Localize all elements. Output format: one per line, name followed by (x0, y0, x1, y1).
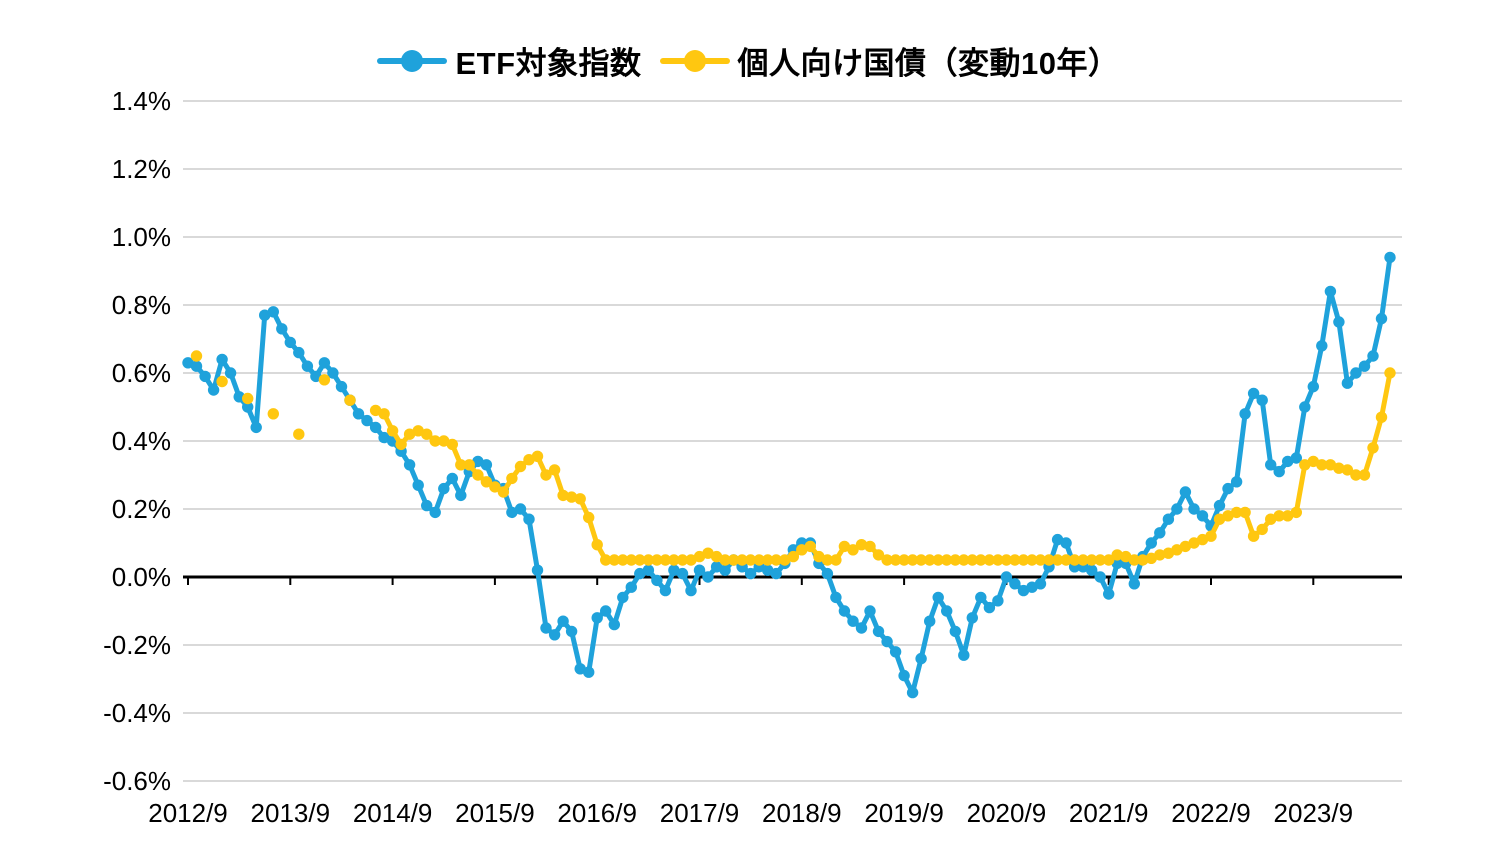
legend-item-etf-index: ETF対象指数 (377, 38, 641, 83)
svg-text:-0.2%: -0.2% (103, 630, 171, 660)
series-dots-0 (182, 251, 1396, 699)
legend-item-individual-jgb: 個人向け国債（変動10年） (659, 38, 1120, 83)
svg-text:-0.6%: -0.6% (103, 766, 171, 796)
series-dots-1 (190, 350, 1396, 566)
svg-text:1.2%: 1.2% (112, 154, 171, 184)
svg-text:2023/9: 2023/9 (1274, 798, 1354, 828)
zero-axis (183, 575, 1402, 585)
line-dot-marker-icon (377, 46, 448, 76)
svg-text:1.0%: 1.0% (112, 222, 171, 252)
legend-label-etf-index: ETF対象指数 (455, 46, 642, 81)
svg-text:2022/9: 2022/9 (1171, 798, 1251, 828)
chart-legend: ETF対象指数 個人向け国債（変動10年） (0, 38, 1497, 83)
svg-text:1.4%: 1.4% (112, 86, 171, 116)
svg-text:2016/9: 2016/9 (557, 798, 637, 828)
svg-text:-0.4%: -0.4% (103, 698, 171, 728)
svg-text:2019/9: 2019/9 (864, 798, 944, 828)
line-dot-marker-icon (659, 46, 730, 76)
legend-marker-dot (401, 49, 424, 72)
legend-marker-dot (683, 49, 706, 72)
legend-label-individual-jgb: 個人向け国債（変動10年） (737, 46, 1120, 81)
x-axis-labels: 2012/9 2013/9 2014/9 2015/9 2016/9 2017/9 2018… (148, 798, 1353, 828)
y-axis-labels: 1.4% 1.2% 1.0% 0.8% 0.6% 0.4% 0.2% 0.0% -0.2% -0.… (103, 86, 171, 796)
svg-text:0.6%: 0.6% (112, 358, 171, 388)
svg-text:2012/9: 2012/9 (148, 798, 228, 828)
svg-text:2013/9: 2013/9 (251, 798, 331, 828)
svg-text:0.8%: 0.8% (112, 290, 171, 320)
svg-text:2015/9: 2015/9 (455, 798, 535, 828)
svg-text:0.0%: 0.0% (112, 562, 171, 592)
series-line-0 (185, 254, 1393, 696)
svg-text:2014/9: 2014/9 (353, 798, 433, 828)
svg-text:0.2%: 0.2% (112, 494, 171, 524)
svg-text:2018/9: 2018/9 (762, 798, 842, 828)
svg-text:2020/9: 2020/9 (967, 798, 1047, 828)
svg-text:2021/9: 2021/9 (1069, 798, 1149, 828)
svg-text:2017/9: 2017/9 (660, 798, 740, 828)
gridlines (183, 100, 1402, 782)
svg-text:0.4%: 0.4% (112, 426, 171, 456)
